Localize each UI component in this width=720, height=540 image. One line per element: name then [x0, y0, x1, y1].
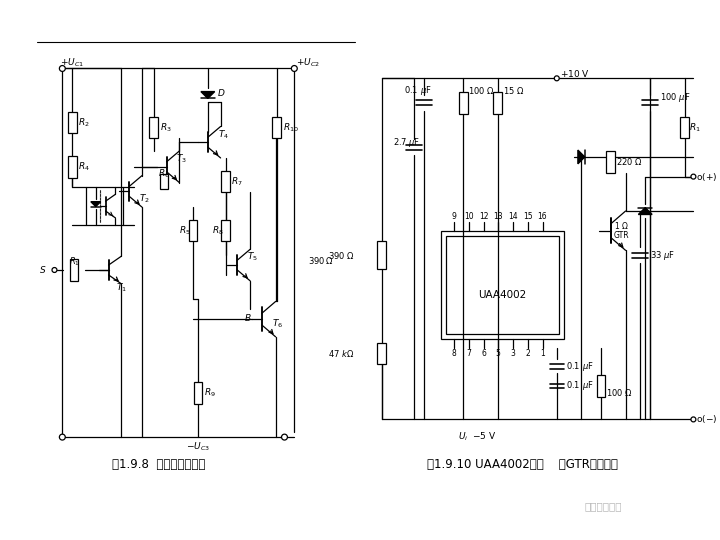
Text: $T_4$: $T_4$ — [217, 128, 229, 140]
Text: 6: 6 — [481, 349, 486, 357]
Bar — [221, 171, 230, 192]
Circle shape — [554, 76, 559, 81]
Text: $T_6$: $T_6$ — [271, 318, 283, 330]
Text: 电力知识课堂: 电力知识课堂 — [584, 501, 621, 511]
Text: $R_{10}$: $R_{10}$ — [282, 121, 298, 134]
Text: $R_1$: $R_1$ — [690, 121, 701, 134]
Text: $B$: $B$ — [244, 312, 252, 323]
Polygon shape — [639, 207, 652, 214]
Bar — [149, 117, 158, 138]
Text: $+U_{C1}$: $+U_{C1}$ — [60, 56, 84, 69]
Bar — [446, 235, 559, 334]
Text: $R_7$: $R_7$ — [231, 176, 243, 188]
Text: $100\ \mu\mathrm{F}$: $100\ \mu\mathrm{F}$ — [660, 91, 690, 104]
Text: $T_1$: $T_1$ — [117, 281, 127, 294]
Text: $T_5$: $T_5$ — [247, 251, 258, 264]
Text: $T_2$: $T_2$ — [139, 193, 150, 206]
Circle shape — [59, 65, 66, 71]
Text: 9: 9 — [451, 212, 456, 221]
Text: $390\,\Omega$: $390\,\Omega$ — [308, 255, 333, 266]
Text: $-U_{C3}$: $-U_{C3}$ — [186, 441, 210, 453]
Bar — [272, 117, 281, 138]
Text: $+10\ \mathrm{V}$: $+10\ \mathrm{V}$ — [559, 68, 590, 79]
Bar — [70, 259, 78, 281]
Polygon shape — [201, 92, 215, 98]
Text: $U_i\ \ {-5\ \mathrm{V}}$: $U_i\ \ {-5\ \mathrm{V}}$ — [459, 431, 498, 443]
Polygon shape — [91, 201, 101, 207]
Text: $220\ \Omega$: $220\ \Omega$ — [616, 157, 642, 167]
Text: $R_5$: $R_5$ — [179, 225, 191, 237]
Text: $0.1\ \mu\mathrm{F}$: $0.1\ \mu\mathrm{F}$ — [566, 380, 593, 393]
Text: $+U_{C2}$: $+U_{C2}$ — [297, 56, 320, 69]
Text: 图1.9.10 UAA4002组成    的GTR驱动电路: 图1.9.10 UAA4002组成 的GTR驱动电路 — [427, 458, 618, 471]
Text: $T_3$: $T_3$ — [176, 153, 187, 165]
Bar — [459, 92, 468, 114]
Bar — [597, 375, 606, 397]
Bar — [86, 187, 123, 225]
Bar — [68, 112, 76, 133]
Text: 14: 14 — [508, 212, 518, 221]
Text: $R_1$: $R_1$ — [68, 256, 80, 268]
Text: $2.7\ \mu\mathrm{F}$: $2.7\ \mu\mathrm{F}$ — [392, 136, 420, 148]
Text: $R_9$: $R_9$ — [204, 387, 216, 399]
Text: $0.1\ \mu\mathrm{F}$: $0.1\ \mu\mathrm{F}$ — [566, 360, 593, 373]
Text: $47\ k\Omega$: $47\ k\Omega$ — [328, 348, 354, 359]
Text: 3: 3 — [510, 349, 516, 357]
Text: $15\ \Omega$: $15\ \Omega$ — [503, 85, 524, 96]
Text: 5: 5 — [496, 349, 500, 357]
Text: 16: 16 — [538, 212, 547, 221]
Text: $R_3$: $R_3$ — [160, 121, 171, 134]
Bar — [221, 220, 230, 241]
Text: 1: 1 — [540, 349, 545, 357]
Text: $\mathrm{o}(-)$: $\mathrm{o}(-)$ — [696, 414, 718, 426]
Text: 图1.9.8  双电源驱动电路: 图1.9.8 双电源驱动电路 — [112, 458, 205, 471]
Bar — [194, 382, 202, 404]
Bar — [377, 343, 386, 364]
Text: $D$: $D$ — [217, 86, 225, 98]
Bar — [377, 241, 386, 269]
Circle shape — [282, 434, 287, 440]
Text: UAA4002: UAA4002 — [479, 289, 527, 300]
Text: $\mathrm{o}(+)$: $\mathrm{o}(+)$ — [696, 171, 718, 183]
Polygon shape — [578, 150, 585, 164]
Text: $R_6$: $R_6$ — [158, 167, 170, 180]
Circle shape — [691, 417, 696, 422]
Bar — [189, 220, 197, 241]
Circle shape — [59, 434, 66, 440]
Text: $100\ \Omega$: $100\ \Omega$ — [606, 387, 633, 399]
Text: GTR: GTR — [613, 231, 629, 240]
Text: 8: 8 — [451, 349, 456, 357]
Bar — [493, 92, 503, 114]
Text: 10: 10 — [464, 212, 474, 221]
Circle shape — [292, 65, 297, 71]
Bar — [68, 156, 76, 178]
Text: $390\ \Omega$: $390\ \Omega$ — [328, 250, 354, 261]
Text: 13: 13 — [493, 212, 503, 221]
Text: 7: 7 — [467, 349, 471, 357]
Circle shape — [691, 174, 696, 179]
Bar — [606, 151, 616, 173]
Text: 2: 2 — [526, 349, 530, 357]
Text: $33\ \mu\mathrm{F}$: $33\ \mu\mathrm{F}$ — [650, 249, 675, 262]
Bar — [680, 117, 689, 138]
Text: $1\ \Omega$: $1\ \Omega$ — [613, 220, 629, 231]
Text: $R_4$: $R_4$ — [78, 160, 90, 173]
Text: $0.1\ \mu\mathrm{F}$: $0.1\ \mu\mathrm{F}$ — [405, 84, 432, 97]
Text: 15: 15 — [523, 212, 533, 221]
Text: $R_2$: $R_2$ — [78, 116, 90, 129]
Text: 12: 12 — [479, 212, 488, 221]
Bar — [160, 174, 168, 190]
Text: $100\ \Omega$: $100\ \Omega$ — [468, 85, 495, 96]
Circle shape — [52, 267, 57, 273]
Text: $S$: $S$ — [39, 265, 47, 275]
Bar — [441, 231, 564, 339]
Text: $R_8$: $R_8$ — [212, 225, 223, 237]
